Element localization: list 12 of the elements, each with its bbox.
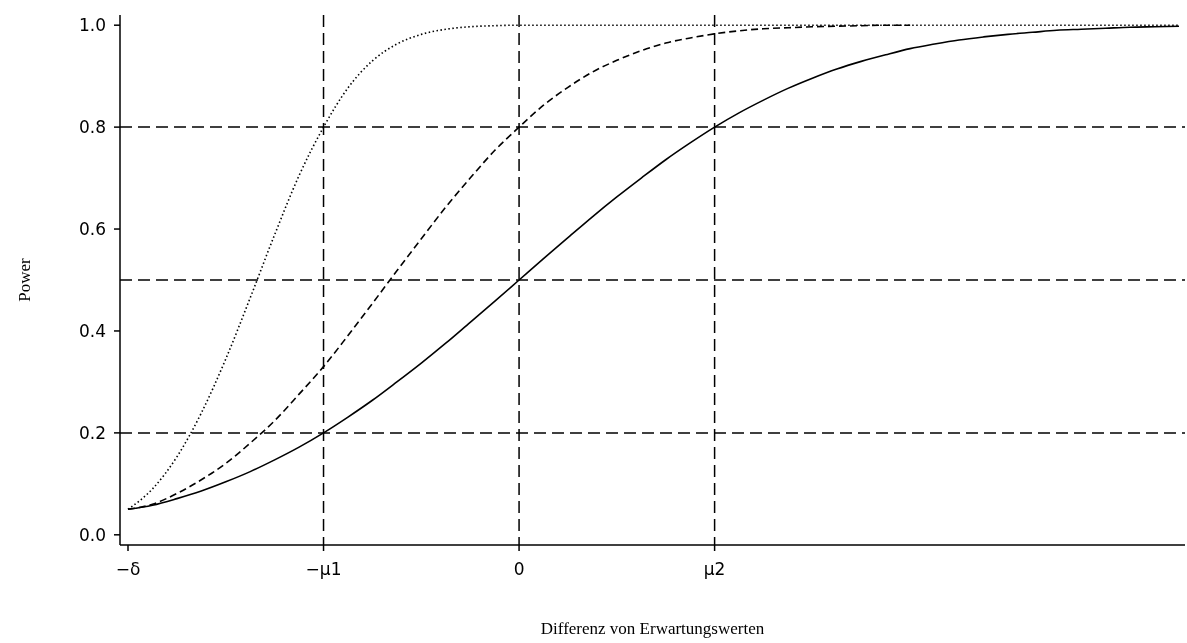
x-tick-label: −μ1 [305, 559, 342, 579]
y-axis-title: Power [15, 257, 34, 302]
x-axis-title: Differenz von Erwartungswerten [540, 619, 765, 638]
x-tick-label: μ2 [703, 559, 726, 579]
y-tick-label: 0.4 [78, 320, 106, 341]
y-tick-label: 1.0 [78, 15, 106, 36]
y-tick-label: 0.8 [78, 117, 106, 138]
x-tick-label: 0 [513, 559, 525, 579]
y-tick-label: 0.2 [78, 422, 106, 443]
y-tick-label: 0.6 [78, 218, 106, 239]
x-tick-label: −δ [115, 559, 141, 579]
y-tick-label: 0.0 [78, 524, 106, 545]
